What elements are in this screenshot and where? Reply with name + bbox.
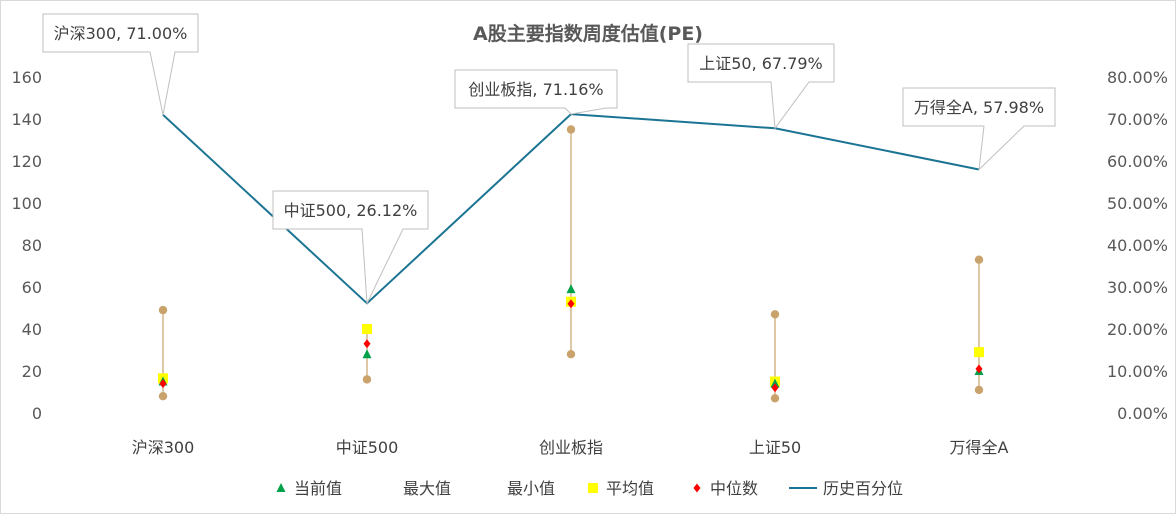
left-axis-tick-label: 140 [11,110,42,129]
max-value-point [974,255,984,264]
median-value-point [771,383,779,393]
min-value-point [974,385,984,395]
left-axis-tick-label: 0 [32,404,42,423]
median-value-point [567,299,575,309]
right-axis-tick-label: 50.00% [1107,194,1168,213]
data-callout-label: 创业板指, 71.16% [468,80,603,99]
current-value-point [566,284,576,294]
x-axis-category-label: 万得全A [950,438,1009,457]
markers-group [158,125,984,403]
right-axis-tick-label: 30.00% [1107,278,1168,297]
median-value-point [159,379,167,389]
left-axis-tick-label: 60 [22,278,42,297]
average-value-point [974,347,984,358]
legend-marker-swatch [693,483,701,493]
max-value-point [770,310,780,319]
current-value-point [770,378,780,388]
average-value-point [362,324,372,334]
left-axis-tick-label: 80 [22,236,42,255]
x-axis-category-label: 中证500 [336,438,399,457]
min-value-point [362,375,372,384]
legend-item-label: 历史百分位 [823,479,903,498]
x-axis-category-label: 沪深300 [132,438,195,457]
x-axis-category-label: 上证50 [749,438,801,457]
data-callout-box [454,69,618,115]
right-axis-tick-label: 40.00% [1107,236,1168,255]
legend: 当前值 最大值 最小值 平均值 中位数 历史百分位 [276,479,903,498]
legend-item-label: 最大值 [403,479,451,498]
axes-group: 0 20 40 60 80 100 120 140 160 0.00% 10.00% 20.00% 30… [11,68,1168,457]
right-axis-tick-label: 0.00% [1117,404,1168,423]
data-callout-box [272,190,429,306]
left-axis-tick-label: 20 [22,362,42,381]
median-value-point [975,364,983,374]
left-axis-tick-label: 160 [11,68,42,87]
data-callout-label: 上证50, 67.79% [699,54,823,73]
data-callout-box [42,13,199,115]
current-value-point [362,349,372,359]
min-value-point [566,350,576,359]
data-callout-box [687,43,835,130]
right-axis-tick-label: 10.00% [1107,362,1168,381]
left-axis-tick-label: 100 [11,194,42,213]
legend-item-label: 中位数 [710,479,758,498]
legend-item-label: 当前值 [294,479,342,498]
x-axis-category-label: 创业板指 [539,438,603,457]
right-axis-tick-label: 20.00% [1107,320,1168,339]
legend-item-label: 平均值 [606,479,654,498]
chart-title: A股主要指数周度估值(PE) [473,22,703,45]
data-callout-label: 中证500, 26.12% [284,201,418,220]
right-axis-tick-label: 60.00% [1107,152,1168,171]
min-value-point [158,392,168,401]
left-axis-tick-label: 120 [11,152,42,171]
median-value-point [363,339,371,349]
min-value-point [770,394,780,403]
right-axis-tick-label: 70.00% [1107,110,1168,129]
legend-marker-swatch [588,483,598,493]
max-value-point [158,305,168,315]
data-callout-label: 万得全A, 57.98% [914,98,1044,117]
data-callout-label: 沪深300, 71.00% [54,24,188,43]
legend-item-label: 最小值 [507,479,555,498]
legend-marker-swatch [276,483,286,492]
right-axis-tick-label: 80.00% [1107,68,1168,87]
callouts-group: 沪深300, 71.00% 中证500, 26.12% 创业板指, 71.16% 上证… [42,13,1056,306]
data-callout-box [902,87,1056,171]
left-axis-tick-label: 40 [22,320,42,339]
max-value-point [566,125,576,134]
